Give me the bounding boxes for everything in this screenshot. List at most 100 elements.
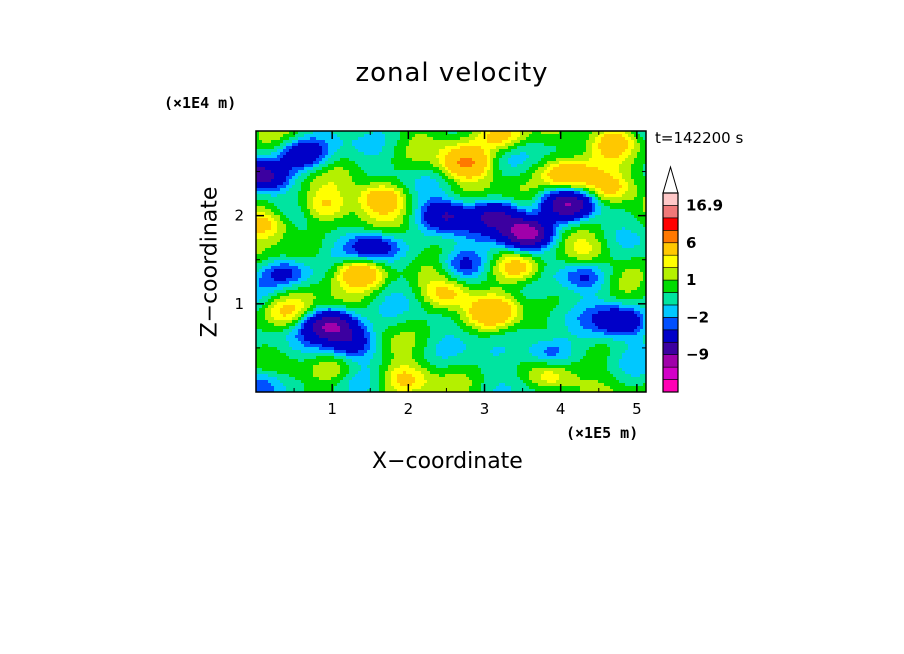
heatmap-cell [376,194,380,198]
heatmap-cell [598,149,602,153]
heatmap-cell [643,221,647,225]
heatmap-cell [622,131,626,135]
heatmap-cell [442,182,446,186]
heatmap-cell [628,167,632,171]
heatmap-cell [310,155,314,159]
heatmap-cell [406,164,410,168]
heatmap-cell [448,167,452,171]
heatmap-cell [451,206,455,210]
heatmap-cell [325,152,329,156]
heatmap-cell [328,176,332,180]
heatmap-cell [601,224,605,228]
heatmap-cell [256,182,260,186]
heatmap-cell [442,215,446,219]
heatmap-cell [259,224,263,228]
heatmap-cell [265,131,269,135]
heatmap-cell [478,221,482,225]
heatmap-cell [583,239,587,243]
heatmap-cell [304,215,308,219]
heatmap-cell [496,224,500,228]
heatmap-cell [361,146,365,150]
heatmap-cell [325,185,329,189]
heatmap-cell [544,206,548,210]
heatmap-cell [499,206,503,210]
heatmap-cell [490,164,494,168]
heatmap-cell [316,173,320,177]
heatmap-cell [436,224,440,228]
heatmap-cell [529,161,533,165]
heatmap-cell [412,179,416,183]
heatmap-cell [328,212,332,216]
heatmap-cell [400,179,404,183]
heatmap-cell [358,200,362,204]
heatmap-cell [388,191,392,195]
heatmap-cell [616,236,620,240]
heatmap-cell [370,191,374,195]
heatmap-cell [631,158,635,162]
heatmap-cell [316,170,320,174]
heatmap-cell [391,170,395,174]
heatmap-cell [574,209,578,213]
heatmap-cell [619,227,623,231]
heatmap-cell [280,242,284,246]
heatmap-cell [316,155,320,159]
heatmap-cell [643,158,647,162]
heatmap-cell [445,191,449,195]
heatmap-cell [502,131,506,135]
heatmap-cell [295,188,299,192]
heatmap-cell [382,188,386,192]
heatmap-cell [454,155,458,159]
heatmap-cell [421,188,425,192]
heatmap-cell [298,236,302,240]
heatmap-cell [304,203,308,207]
heatmap-cell [400,158,404,162]
heatmap-cell [292,170,296,174]
heatmap-cell [514,140,518,144]
heatmap-cell [289,146,293,150]
heatmap-cell [520,149,524,153]
heatmap-cell [379,212,383,216]
heatmap-cell [640,236,644,240]
heatmap-cell [418,191,422,195]
heatmap-cell [601,203,605,207]
heatmap-cell [643,185,647,189]
heatmap-cell [553,149,557,153]
heatmap-cell [496,239,500,243]
heatmap-cell [259,239,263,243]
heatmap-cell [565,239,569,243]
heatmap-cell [454,215,458,219]
heatmap-cell [559,230,563,234]
heatmap-cell [307,152,311,156]
heatmap-cell [604,149,608,153]
heatmap-cell [583,227,587,231]
heatmap-cell [538,197,542,201]
heatmap-cell [571,227,575,231]
heatmap-cell [388,137,392,141]
heatmap-cell [535,194,539,198]
heatmap-cell [478,224,482,228]
heatmap-cell [532,143,536,147]
heatmap-cell [397,242,401,246]
heatmap-cell [340,140,344,144]
heatmap-cell [274,203,278,207]
heatmap-cell [373,167,377,171]
heatmap-cell [340,149,344,153]
heatmap-cell [622,215,626,219]
heatmap-cell [535,233,539,237]
heatmap-cell [625,221,629,225]
heatmap-cell [418,209,422,213]
heatmap-cell [481,218,485,222]
heatmap-cell [577,161,581,165]
heatmap-cell [628,146,632,150]
heatmap-cell [604,182,608,186]
heatmap-cell [376,164,380,168]
heatmap-cell [532,176,536,180]
heatmap-cell [532,197,536,201]
heatmap-cell [457,131,461,135]
heatmap-cell [556,215,560,219]
heatmap-cell [556,239,560,243]
heatmap-cell [388,221,392,225]
heatmap-cell [550,182,554,186]
heatmap-cell [400,203,404,207]
heatmap-cell [475,134,479,138]
